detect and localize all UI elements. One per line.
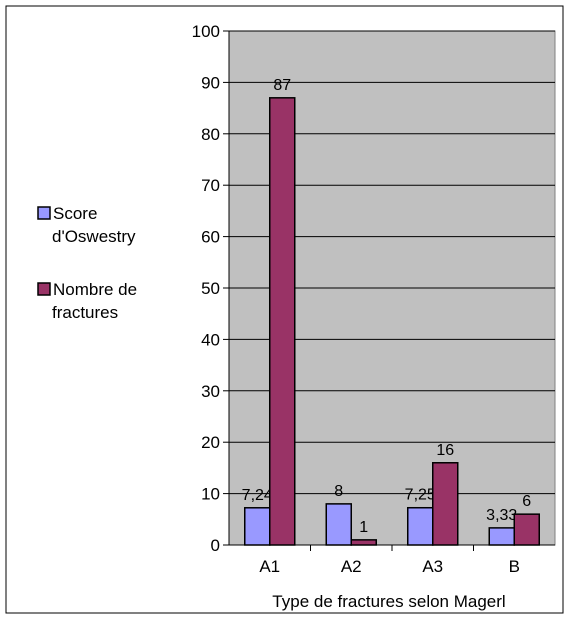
chart-border: [5, 5, 564, 614]
bar: [513, 513, 540, 546]
data-label: 3,33: [486, 507, 517, 524]
legend-swatch: [37, 206, 51, 220]
bar: [350, 539, 377, 546]
y-tick-label: 20: [201, 433, 220, 452]
y-tick-label: 30: [201, 382, 220, 401]
bar: [244, 507, 271, 546]
bar: [325, 503, 352, 546]
bar: [407, 506, 434, 546]
data-label: 87: [273, 77, 291, 94]
bar: [432, 462, 459, 546]
plot-area: 0 10 20 30 40 50 60 70 80 90 100 A1 7,24 87 A2 8 1 A3 7,25…: [192, 22, 556, 576]
data-label: 1: [359, 519, 368, 536]
x-tick-label: A3: [422, 557, 443, 576]
data-label: 8: [334, 483, 343, 500]
y-tick-label: 0: [211, 536, 220, 555]
legend-label: Score: [53, 204, 97, 223]
legend-label: d'Oswestry: [52, 227, 136, 246]
y-tick-label: 80: [201, 125, 220, 144]
y-tick-label: 100: [192, 22, 220, 41]
x-tick-label: A2: [341, 557, 362, 576]
y-tick-label: 10: [201, 485, 220, 504]
data-label: 6: [522, 493, 531, 510]
legend-label: fractures: [52, 303, 118, 322]
legend-swatch: [37, 282, 51, 296]
data-label: 7,25: [405, 487, 436, 504]
data-label: 16: [436, 442, 454, 459]
x-axis-title: Type de fractures selon Magerl: [272, 592, 505, 611]
x-tick-label: A1: [259, 557, 280, 576]
bar: [488, 527, 515, 546]
y-tick-label: 40: [201, 330, 220, 349]
legend: Score d'Oswestry Nombre de fractures: [37, 204, 137, 322]
y-tick-label: 60: [201, 228, 220, 247]
y-tick-label: 90: [201, 73, 220, 92]
bar: [269, 97, 296, 546]
data-label: 7,24: [242, 487, 273, 504]
x-tick-label: B: [509, 557, 520, 576]
y-tick-label: 50: [201, 279, 220, 298]
legend-label: Nombre de: [53, 280, 137, 299]
y-tick-label: 70: [201, 176, 220, 195]
